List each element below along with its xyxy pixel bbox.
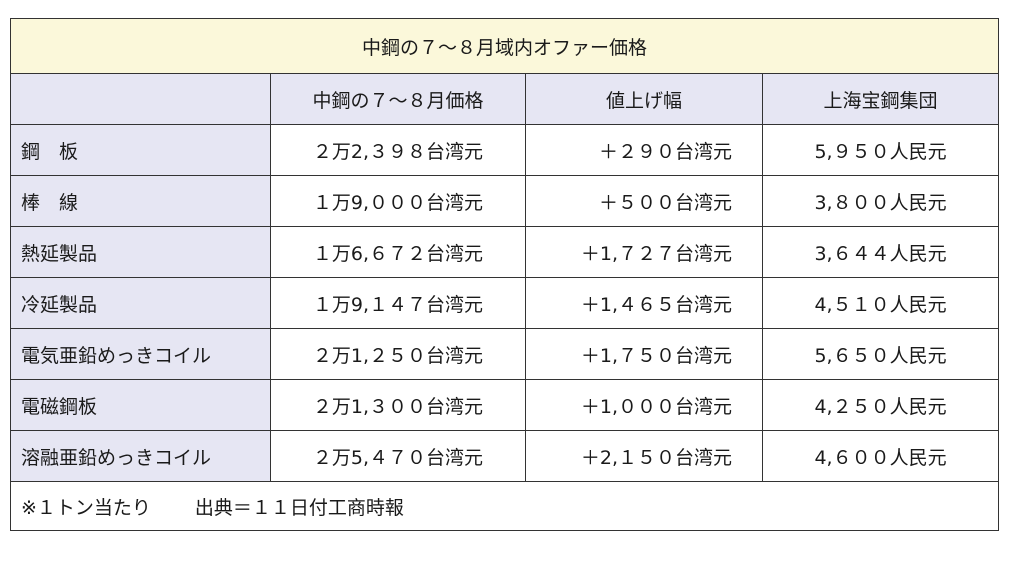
source-note: 出典＝１１日付工商時報 <box>194 496 404 519</box>
product-name: 冷延製品 <box>10 277 271 329</box>
price-cell: １万9,１４７台湾元 <box>270 277 526 329</box>
baosteel-cell: 4,６００人民元 <box>761 430 1000 482</box>
table-row: 電磁鋼板 ２万1,３００台湾元 ＋1,０００台湾元 4,２５０人民元 <box>10 379 1000 431</box>
product-name: 電磁鋼板 <box>10 379 271 431</box>
increase-cell: ＋1,７２７台湾元 <box>525 226 763 278</box>
table-title: 中鋼の７～８月域内オファー価格 <box>9 18 1000 74</box>
price-cell: ２万1,２５０台湾元 <box>270 328 526 380</box>
table-row: 電気亜鉛めっきコイル ２万1,２５０台湾元 ＋1,７５０台湾元 5,６５０人民元 <box>10 328 1000 380</box>
product-name: 棒 線 <box>10 175 271 227</box>
header-price: 中鋼の７～８月価格 <box>270 73 526 125</box>
baosteel-cell: 4,５１０人民元 <box>761 277 1000 329</box>
price-cell: １万9,０００台湾元 <box>270 175 526 227</box>
header-increase: 値上げ幅 <box>525 73 763 125</box>
footnote-row: ※１トン当たり 出典＝１１日付工商時報 <box>9 481 1000 531</box>
baosteel-cell: 5,６５０人民元 <box>761 328 1000 380</box>
title-row: 中鋼の７～８月域内オファー価格 <box>9 18 1000 74</box>
baosteel-cell: 5,９５０人民元 <box>761 124 1000 176</box>
product-name: 溶融亜鉛めっきコイル <box>10 430 271 482</box>
price-cell: ２万2,３９８台湾元 <box>270 124 526 176</box>
price-cell: ２万1,３００台湾元 <box>270 379 526 431</box>
unit-note: ※１トン当たり <box>21 496 151 519</box>
baosteel-cell: 3,８００人民元 <box>761 175 1000 227</box>
price-cell: １万6,６７２台湾元 <box>270 226 526 278</box>
baosteel-cell: 3,６４４人民元 <box>761 226 1000 278</box>
increase-cell: ＋1,７５０台湾元 <box>525 328 763 380</box>
table-row: 熱延製品 １万6,６７２台湾元 ＋1,７２７台湾元 3,６４４人民元 <box>10 226 1000 278</box>
price-cell: ２万5,４７０台湾元 <box>270 430 526 482</box>
increase-cell: ＋2,１５０台湾元 <box>525 430 763 482</box>
table-row: 冷延製品 １万9,１４７台湾元 ＋1,４６５台湾元 4,５１０人民元 <box>10 277 1000 329</box>
increase-cell: ＋２９０台湾元 <box>525 124 763 176</box>
table-row: 溶融亜鉛めっきコイル ２万5,４７０台湾元 ＋2,１５０台湾元 4,６００人民元 <box>10 430 1000 482</box>
footnote-cell: ※１トン当たり 出典＝１１日付工商時報 <box>9 481 1000 531</box>
product-name: 鋼 板 <box>10 124 271 176</box>
product-name: 電気亜鉛めっきコイル <box>10 328 271 380</box>
price-table: 中鋼の７～８月域内オファー価格 中鋼の７～８月価格 値上げ幅 上海宝鋼集団 鋼 … <box>9 18 1000 531</box>
increase-cell: ＋５００台湾元 <box>525 175 763 227</box>
header-corner <box>10 73 271 125</box>
header-baosteel: 上海宝鋼集団 <box>761 73 1000 125</box>
header-row: 中鋼の７～８月価格 値上げ幅 上海宝鋼集団 <box>10 73 1000 125</box>
increase-cell: ＋1,４６５台湾元 <box>525 277 763 329</box>
baosteel-cell: 4,２５０人民元 <box>761 379 1000 431</box>
table-row: 棒 線 １万9,０００台湾元 ＋５００台湾元 3,８００人民元 <box>10 175 1000 227</box>
increase-cell: ＋1,０００台湾元 <box>525 379 763 431</box>
table-row: 鋼 板 ２万2,３９８台湾元 ＋２９０台湾元 5,９５０人民元 <box>10 124 1000 176</box>
product-name: 熱延製品 <box>10 226 271 278</box>
